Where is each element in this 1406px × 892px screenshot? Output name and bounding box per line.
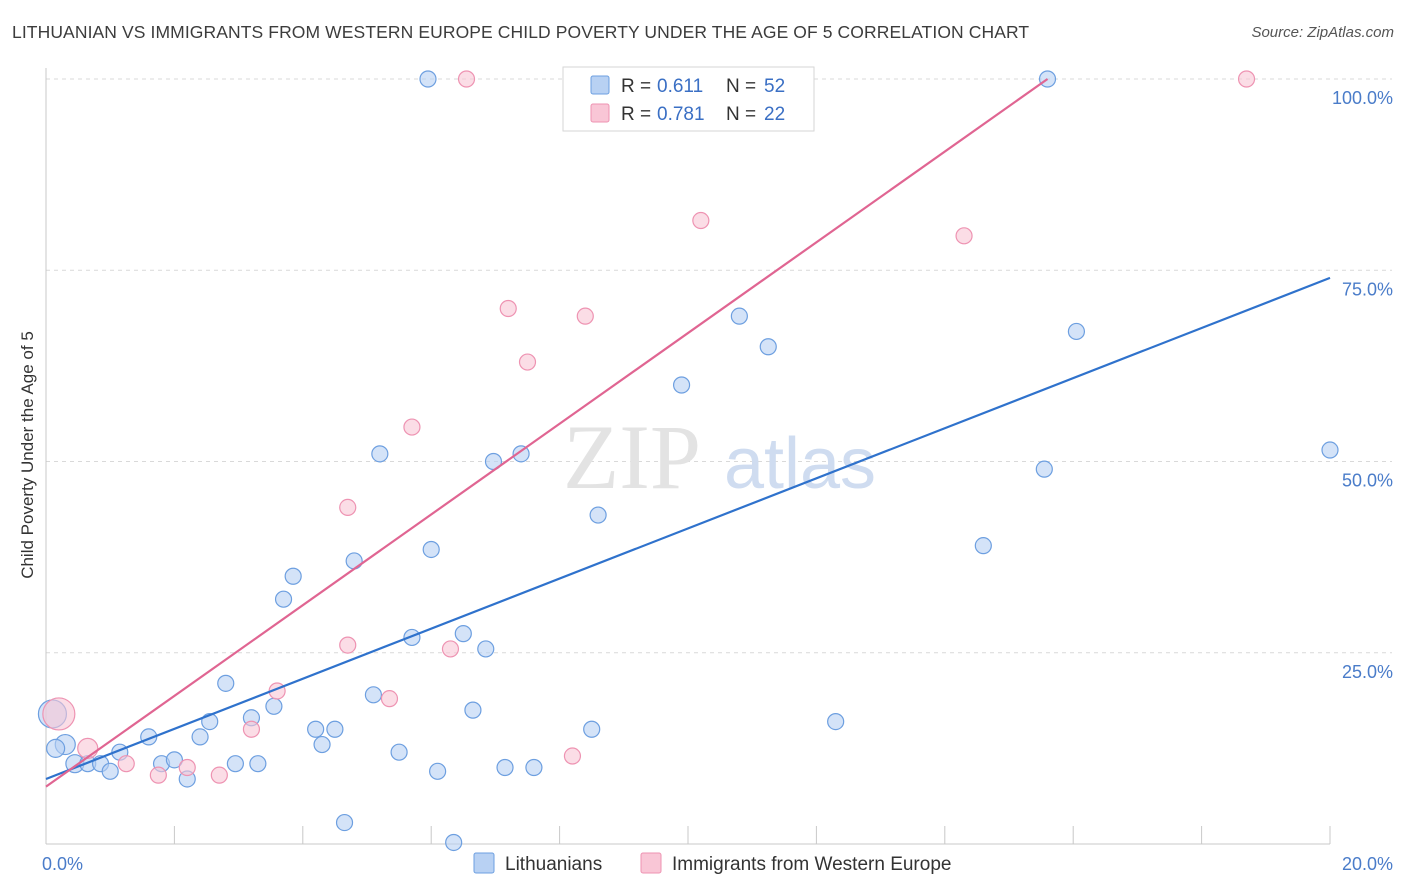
immigrant-point: [576, 307, 594, 325]
source-credit: Source: ZipAtlas.com: [1251, 24, 1394, 41]
immigrants-points: [42, 70, 1256, 784]
immigrant-point: [692, 211, 710, 230]
x-tick-label-max: 20.0%: [1342, 854, 1393, 874]
watermark-zip: ZIP: [563, 406, 701, 508]
lithuanian-point: [249, 755, 267, 773]
x-tick-labels: 0.0% 20.0%: [42, 854, 1393, 874]
legend-r-value-1: 0.611: [657, 76, 703, 97]
legend-n-label-1: N =: [726, 76, 756, 97]
bottom-legend-label-immigrants: Immigrants from Western Europe: [672, 854, 951, 875]
lithuanian-point: [1035, 460, 1053, 478]
immigrant-point: [380, 690, 399, 708]
lithuanian-point: [165, 751, 183, 769]
lithuanians-trend-line: [45, 276, 1331, 780]
legend-n-value-2: 22: [764, 104, 785, 125]
lithuanian-point: [477, 640, 495, 658]
lithuanian-point: [422, 540, 440, 559]
lithuanian-point: [390, 743, 408, 761]
lithuanian-point: [307, 720, 325, 738]
legend-n-value-1: 52: [764, 76, 785, 97]
lithuanian-point: [46, 738, 66, 758]
bottom-legend-swatch-blue: [473, 852, 495, 874]
legend-r-label-1: R =: [621, 76, 651, 97]
correlation-legend: R = 0.611 N = 52 R = 0.781 N = 22: [562, 66, 815, 132]
lithuanian-point: [191, 728, 209, 746]
lithuanian-point: [1067, 322, 1086, 341]
immigrant-point: [955, 227, 973, 245]
lithuanian-point: [974, 537, 992, 555]
grid-lines: [46, 78, 1392, 654]
lithuanian-point: [419, 70, 437, 88]
y-tick-label-75: 75.0%: [1342, 279, 1393, 299]
immigrant-point: [563, 747, 582, 765]
immigrant-point: [117, 755, 135, 773]
y-tick-label-50: 50.0%: [1342, 471, 1393, 491]
lithuanian-point: [274, 590, 293, 608]
lithuanian-point: [101, 762, 119, 780]
lithuanian-point: [284, 567, 302, 585]
lithuanian-point: [583, 720, 601, 738]
immigrants-trend-line: [45, 78, 1049, 788]
lithuanian-point: [1321, 441, 1339, 459]
lithuanian-point: [464, 701, 482, 719]
immigrant-point: [457, 70, 476, 88]
legend-n-label-2: N =: [726, 104, 756, 125]
immigrant-point: [499, 299, 517, 318]
lithuanian-point: [371, 445, 389, 463]
immigrant-point: [242, 720, 261, 738]
immigrant-point: [77, 737, 99, 759]
immigrant-point: [518, 353, 537, 371]
lithuanian-point: [730, 307, 748, 325]
legend-swatch-blue: [590, 75, 610, 95]
lithuanian-point: [525, 758, 543, 777]
lithuanian-point: [217, 674, 235, 692]
lithuanian-point: [589, 506, 607, 524]
immigrant-point: [1237, 70, 1256, 88]
bottom-legend-swatch-pink: [640, 852, 662, 874]
series-legend: Lithuanians Immigrants from Western Euro…: [473, 852, 951, 875]
lithuanian-point: [345, 552, 363, 570]
immigrant-point: [403, 418, 421, 436]
immigrant-point: [339, 636, 357, 654]
lithuanian-point: [496, 758, 514, 777]
bottom-legend-label-lithuanians: Lithuanians: [505, 854, 602, 875]
legend-r-value-2: 0.781: [657, 104, 705, 125]
y-tick-label-25: 25.0%: [1342, 662, 1393, 682]
lithuanian-point: [265, 697, 283, 715]
legend-r-label-2: R =: [621, 104, 651, 125]
lithuanian-point: [429, 762, 447, 780]
lithuanian-point: [454, 625, 472, 643]
immigrant-point: [42, 697, 76, 731]
lithuanian-point: [512, 445, 530, 463]
chart-title: LITHUANIAN VS IMMIGRANTS FROM WESTERN EU…: [12, 22, 1030, 42]
x-tick-label-min: 0.0%: [42, 854, 83, 874]
immigrant-point: [441, 640, 460, 658]
y-axis-title: Child Poverty Under the Age of 5: [18, 331, 37, 579]
lithuanian-point: [313, 735, 331, 754]
lithuanian-point: [759, 338, 777, 356]
immigrant-point: [178, 758, 196, 777]
immigrant-point: [149, 766, 167, 784]
immigrant-point: [339, 498, 357, 516]
lithuanian-point: [364, 686, 383, 704]
lithuanian-point: [445, 833, 463, 852]
lithuanian-point: [827, 712, 845, 731]
y-tick-labels: 25.0% 50.0% 75.0% 100.0%: [1332, 88, 1393, 682]
y-tick-label-100: 100.0%: [1332, 88, 1393, 108]
lithuanian-point: [335, 813, 354, 832]
lithuanian-point: [226, 755, 244, 773]
immigrant-point: [210, 766, 228, 784]
lithuanian-point: [326, 720, 344, 738]
legend-swatch-pink: [590, 103, 610, 123]
lithuanian-point: [672, 376, 691, 394]
